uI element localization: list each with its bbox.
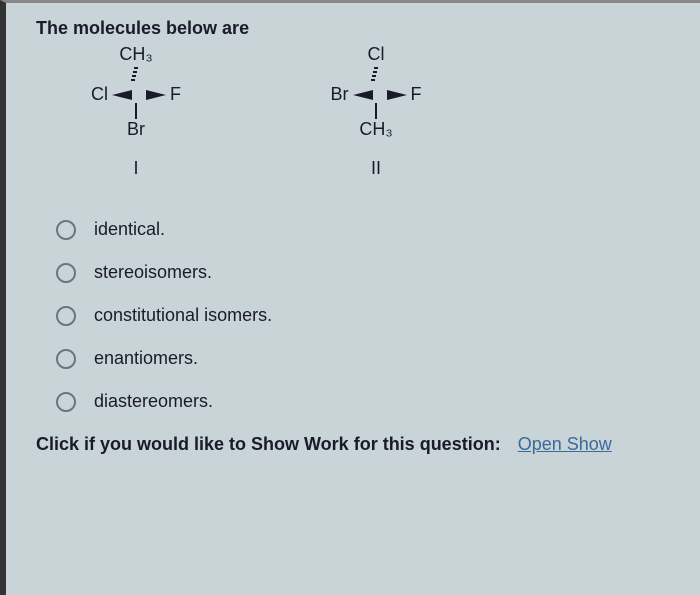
option-label: constitutional isomers. bbox=[94, 305, 272, 326]
wedge-right-icon bbox=[387, 90, 407, 100]
bond-line-icon bbox=[135, 103, 137, 119]
molecule-1: CH₃ Cl F Br I bbox=[76, 44, 196, 179]
radio-button[interactable] bbox=[56, 306, 76, 326]
molecule-1-top: CH₃ bbox=[76, 44, 196, 65]
option-row[interactable]: diastereomers. bbox=[56, 391, 680, 412]
molecule-2-bottom: CH₃ bbox=[316, 119, 436, 140]
question-panel: The molecules below are CH₃ Cl F Br I Cl bbox=[0, 0, 700, 595]
option-label: enantiomers. bbox=[94, 348, 198, 369]
molecules-row: CH₃ Cl F Br I Cl Br bbox=[76, 44, 680, 179]
wedge-left-icon bbox=[353, 90, 373, 100]
radio-button[interactable] bbox=[56, 392, 76, 412]
molecule-2: Cl Br F CH₃ II bbox=[316, 44, 436, 179]
molecule-1-right: F bbox=[170, 84, 181, 105]
hash-bond-icon bbox=[374, 67, 378, 81]
molecule-1-middle: Cl F bbox=[76, 84, 196, 105]
option-label: identical. bbox=[94, 219, 165, 240]
open-show-work-link[interactable]: Open Show bbox=[518, 434, 612, 454]
radio-button[interactable] bbox=[56, 220, 76, 240]
answer-options: identical. stereoisomers. constitutional… bbox=[56, 219, 680, 412]
wedge-right-icon bbox=[146, 90, 166, 100]
radio-button[interactable] bbox=[56, 349, 76, 369]
molecule-2-middle: Br F bbox=[316, 84, 436, 105]
option-row[interactable]: enantiomers. bbox=[56, 348, 680, 369]
option-row[interactable]: constitutional isomers. bbox=[56, 305, 680, 326]
molecule-2-right: F bbox=[411, 84, 422, 105]
content-area: The molecules below are CH₃ Cl F Br I Cl bbox=[6, 3, 700, 465]
show-work-footer: Click if you would like to Show Work for… bbox=[36, 434, 680, 455]
molecule-1-label: I bbox=[76, 158, 196, 179]
bond-line-icon bbox=[375, 103, 377, 119]
molecule-2-label: II bbox=[316, 158, 436, 179]
molecule-2-left: Br bbox=[331, 84, 349, 105]
hash-bond-icon bbox=[134, 67, 138, 81]
molecule-1-bottom: Br bbox=[76, 119, 196, 140]
option-label: diastereomers. bbox=[94, 391, 213, 412]
show-work-text: Click if you would like to Show Work for… bbox=[36, 434, 501, 454]
option-row[interactable]: identical. bbox=[56, 219, 680, 240]
question-prompt: The molecules below are bbox=[36, 18, 680, 39]
wedge-left-icon bbox=[112, 90, 132, 100]
option-row[interactable]: stereoisomers. bbox=[56, 262, 680, 283]
radio-button[interactable] bbox=[56, 263, 76, 283]
molecule-1-left: Cl bbox=[91, 84, 108, 105]
option-label: stereoisomers. bbox=[94, 262, 212, 283]
molecule-2-top: Cl bbox=[316, 44, 436, 65]
